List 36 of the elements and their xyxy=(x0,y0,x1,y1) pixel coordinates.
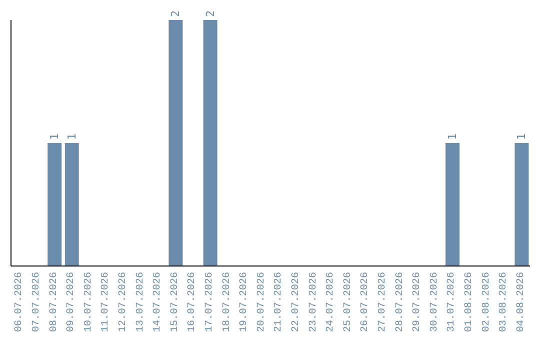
x-tick-label: 11.07.2026 xyxy=(100,272,112,332)
x-tick-label: 20.07.2026 xyxy=(256,272,268,332)
x-tick-label: 18.07.2026 xyxy=(222,272,233,332)
x-tick-label: 25.07.2026 xyxy=(342,272,354,332)
x-tick-label: 27.07.2026 xyxy=(377,272,388,332)
x-tick-label: 26.07.2026 xyxy=(360,272,372,332)
x-tick-label: 22.07.2026 xyxy=(290,272,302,332)
x-tick-label: 06.07.2026 xyxy=(14,272,26,332)
data-label: 1 xyxy=(48,133,62,140)
x-tick-label: 10.07.2026 xyxy=(83,272,94,332)
x-tick-label: 16.07.2026 xyxy=(187,272,198,332)
x-tick-label: 01.08.2026 xyxy=(464,272,475,332)
x-tick-label: 29.07.2026 xyxy=(412,272,424,332)
x-tick-label: 15.07.2026 xyxy=(170,272,181,332)
x-tick-label: 09.07.2026 xyxy=(66,272,78,332)
data-label: 1 xyxy=(515,133,528,140)
data-label: 1 xyxy=(446,133,459,140)
x-tick-label: 12.07.2026 xyxy=(118,272,129,332)
x-tick-label: 08.07.2026 xyxy=(48,272,60,332)
data-label: 1 xyxy=(65,133,78,140)
x-tick-label: 21.07.2026 xyxy=(274,272,285,332)
x-tick-label: 19.07.2026 xyxy=(239,272,250,332)
x-tick-label: 24.07.2026 xyxy=(326,272,337,332)
x-tick-label: 04.08.2026 xyxy=(516,272,527,332)
x-tick-label: 17.07.2026 xyxy=(204,272,216,332)
x-tick-label: 14.07.2026 xyxy=(152,272,164,332)
x-tick-label: 03.08.2026 xyxy=(498,272,510,332)
x-tick-label: 31.07.2026 xyxy=(446,272,458,332)
data-label: 2 xyxy=(204,10,217,17)
x-tick-label: 30.07.2026 xyxy=(429,272,440,332)
x-tick-label: 13.07.2026 xyxy=(135,272,146,332)
x-tick-label: 23.07.2026 xyxy=(308,272,320,332)
data-label: 2 xyxy=(169,10,182,17)
x-tick-label: 02.08.2026 xyxy=(481,272,492,332)
x-tick-label: 07.07.2026 xyxy=(31,272,42,332)
x-tick-label: 28.07.2026 xyxy=(394,272,406,332)
